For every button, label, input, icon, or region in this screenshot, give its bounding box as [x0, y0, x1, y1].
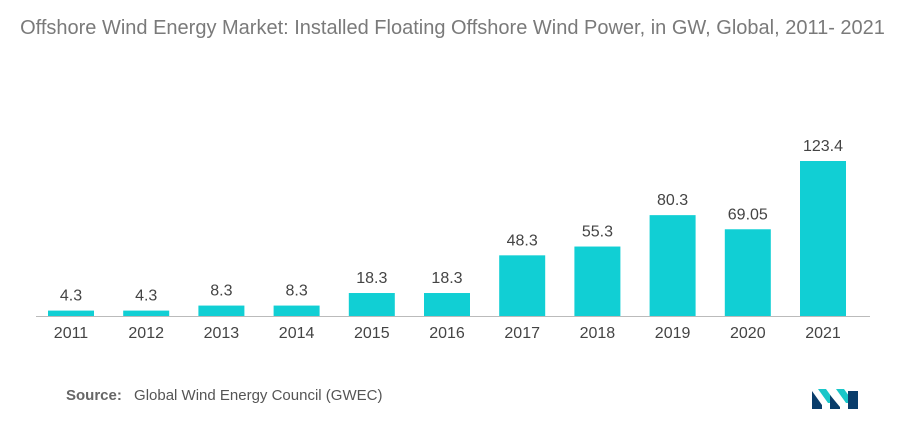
- x-tick-label-2020: 2020: [730, 325, 766, 342]
- bar-2016: [424, 293, 470, 316]
- bar-2017: [499, 255, 546, 316]
- bar-2021: [800, 161, 846, 316]
- x-tick-label-2018: 2018: [580, 325, 616, 342]
- data-label-2011: 4.3: [60, 288, 82, 305]
- bar-2020: [724, 229, 771, 316]
- bar-2012: [123, 310, 170, 316]
- bar-chart: 4.3 2011 4.3 2012 8.3 2013 8.3 2014 18.3 2015 18.3…: [36, 138, 870, 342]
- bar-2019: [649, 215, 696, 316]
- x-tick-label-2011: 2011: [54, 325, 89, 342]
- data-label-2013: 8.3: [210, 283, 232, 300]
- bar-2018: [574, 246, 621, 316]
- x-tick-label-2021: 2021: [805, 325, 841, 342]
- data-label-2018: 55.3: [582, 224, 613, 241]
- source-note: Source: Global Wind Energy Council (GWEC…: [66, 387, 382, 404]
- x-tick-label-2019: 2019: [655, 325, 691, 342]
- data-label-2014: 8.3: [285, 283, 307, 300]
- data-label-2017: 48.3: [507, 232, 538, 249]
- x-tick-label-2016: 2016: [429, 325, 465, 342]
- data-label-2012: 4.3: [135, 288, 157, 305]
- x-tick-label-2012: 2012: [128, 325, 164, 342]
- chart-title: Offshore Wind Energy Market: Installed F…: [20, 17, 885, 39]
- mordor-logo-icon: [812, 389, 858, 409]
- x-tick-label-2017: 2017: [504, 325, 540, 342]
- data-label-2020: 69.05: [728, 206, 768, 223]
- data-label-2015: 18.3: [356, 270, 387, 287]
- x-tick-label-2013: 2013: [204, 325, 240, 342]
- bar-2014: [273, 305, 320, 316]
- x-tick-label-2014: 2014: [279, 325, 315, 342]
- bar-2015: [348, 293, 395, 316]
- data-label-2019: 80.3: [657, 192, 688, 209]
- x-tick-label-2015: 2015: [354, 325, 390, 342]
- source-text: Global Wind Energy Council (GWEC): [134, 387, 383, 404]
- data-label-2021: 123.4: [803, 138, 843, 155]
- data-label-2016: 18.3: [431, 270, 462, 287]
- source-label: Source:: [66, 387, 122, 404]
- bar-2011: [48, 310, 94, 316]
- bar-2013: [198, 305, 245, 316]
